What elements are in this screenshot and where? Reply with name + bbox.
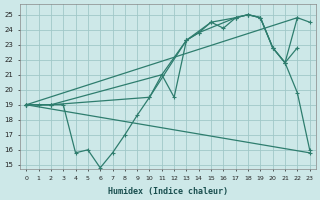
X-axis label: Humidex (Indice chaleur): Humidex (Indice chaleur) bbox=[108, 187, 228, 196]
